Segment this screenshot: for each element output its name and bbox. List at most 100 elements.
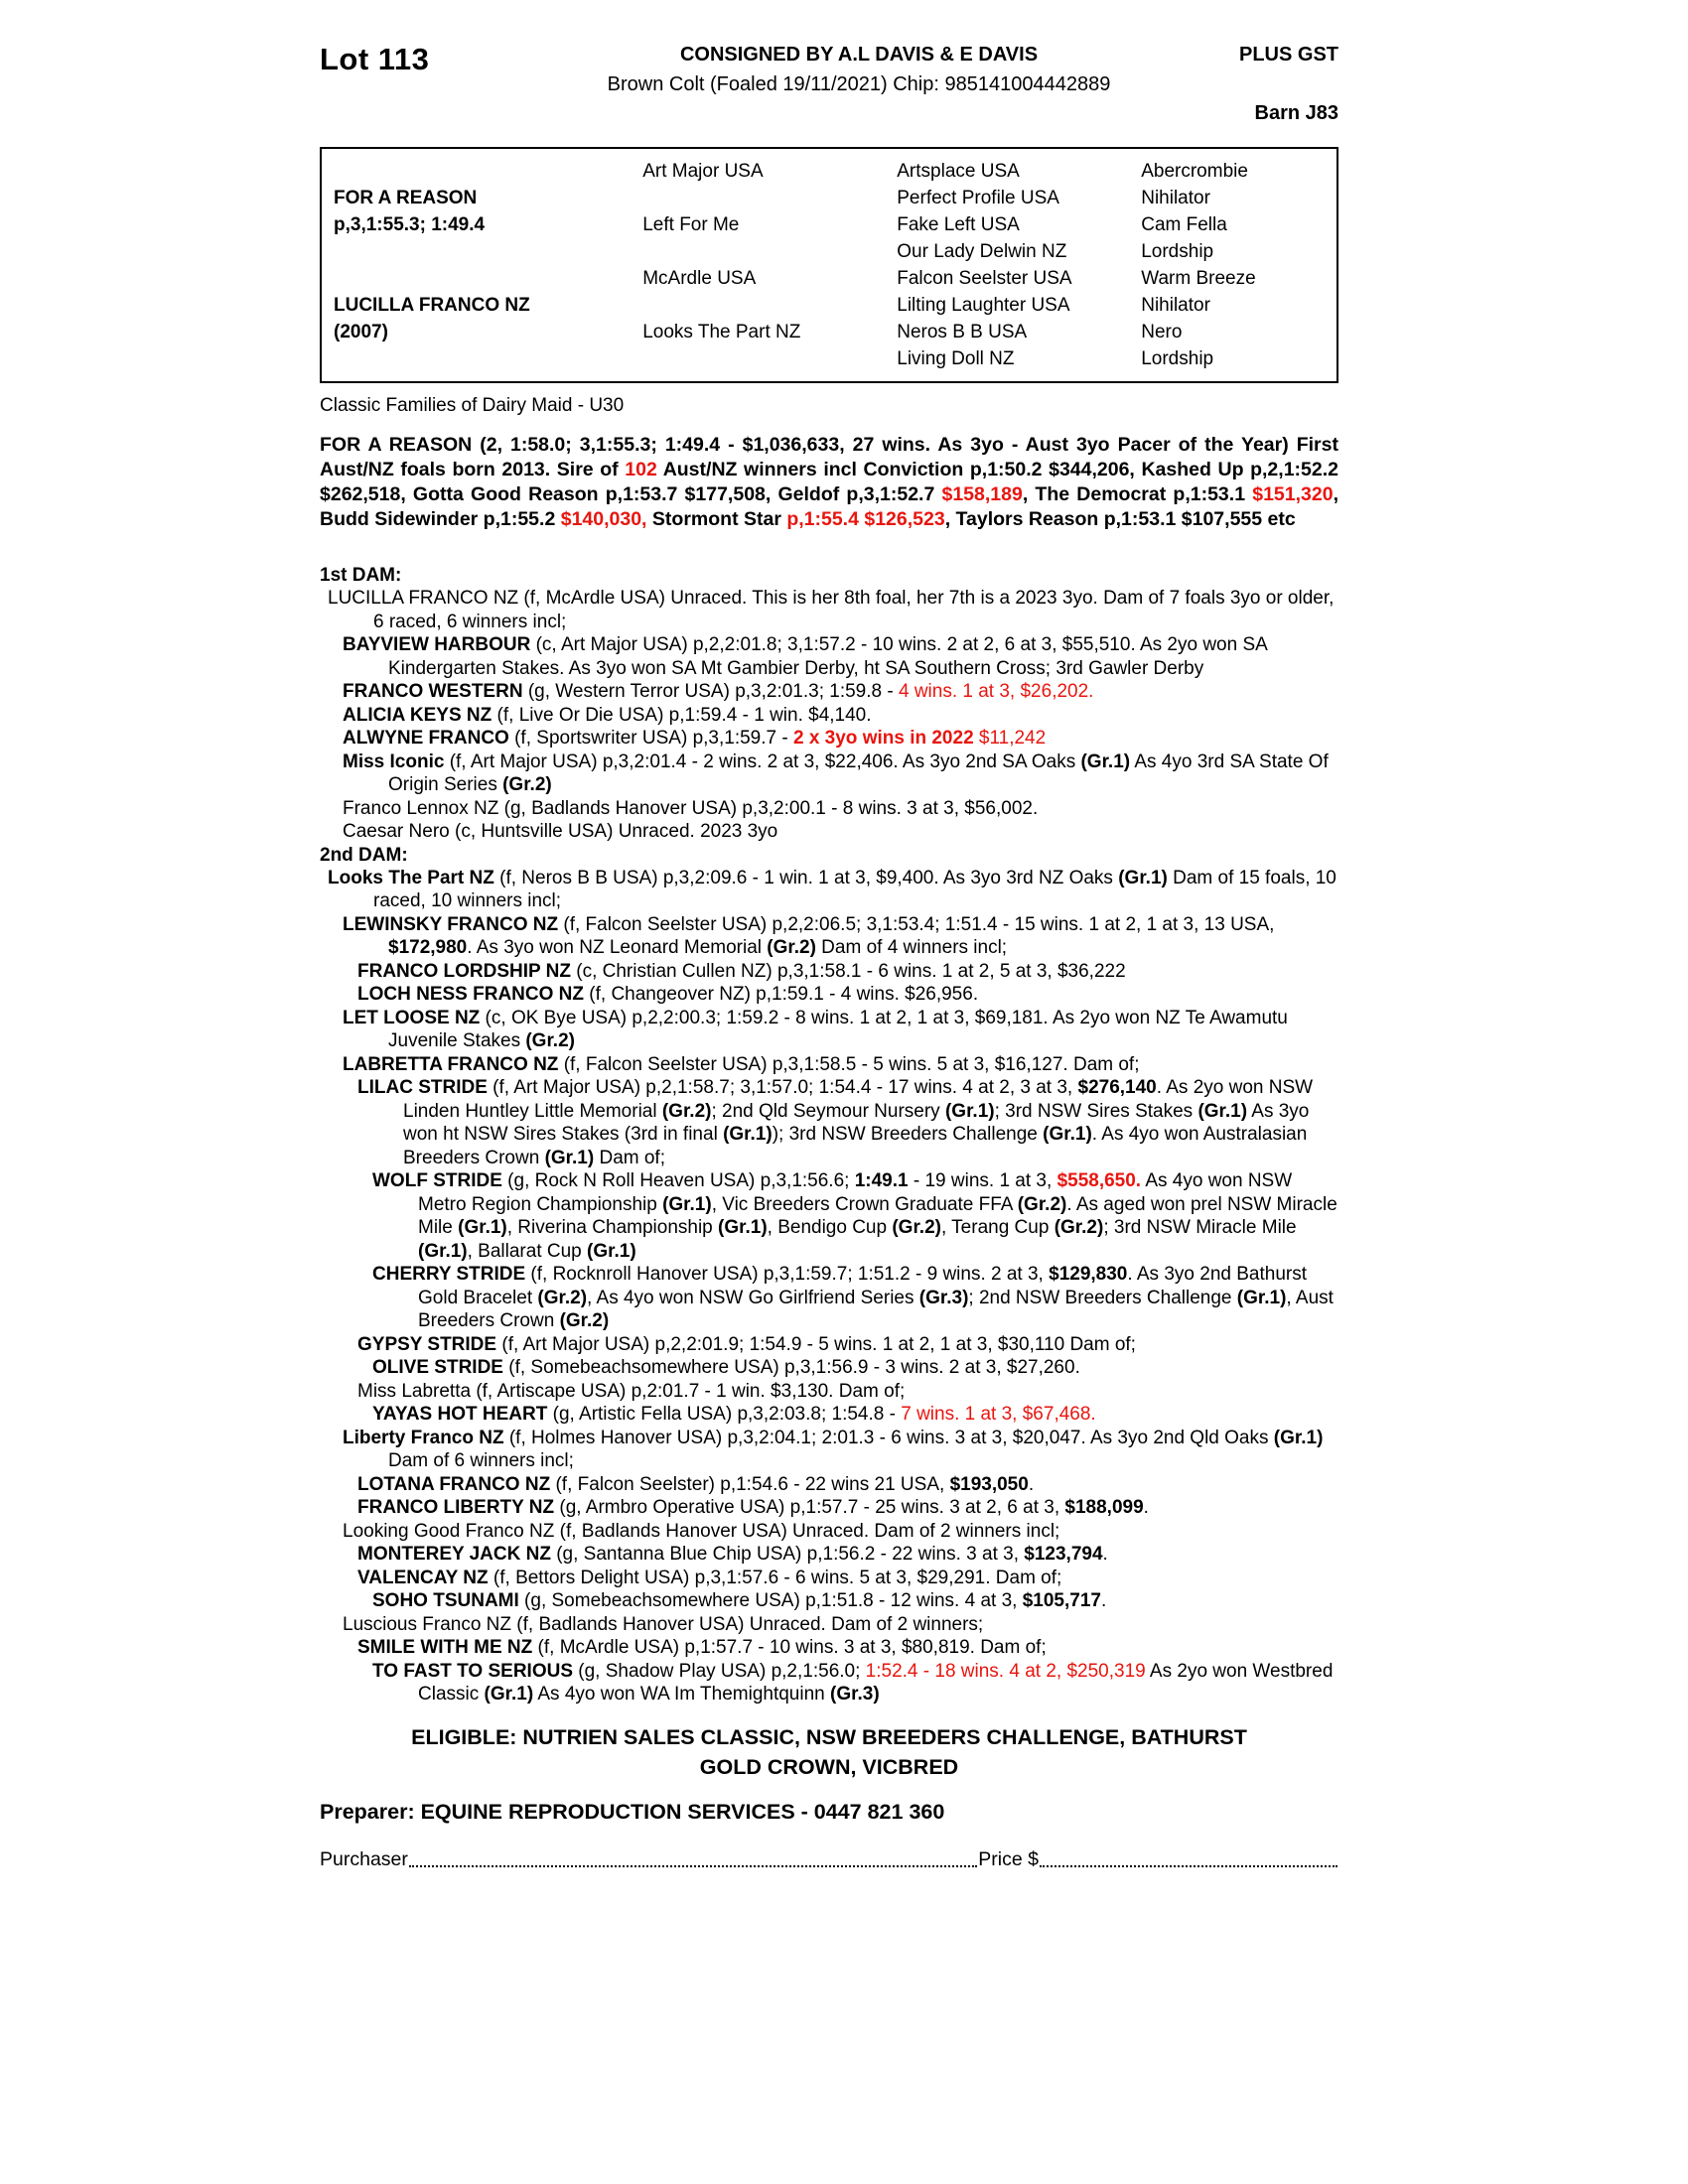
pedigree-entry: Luscious Franco NZ (f, Badlands Hanover … <box>320 1613 1338 1637</box>
text-run: (g, Santanna Blue Chip USA) p,1:56.2 - 2… <box>550 1544 1025 1565</box>
text-run: (g, Somebeachsomewhere USA) p,1:51.8 - 1… <box>518 1590 1023 1611</box>
pedigree-entry: CHERRY STRIDE (f, Rocknroll Hanover USA)… <box>320 1263 1338 1333</box>
text-run: $11,242 <box>973 728 1047 749</box>
text-run: LOCH NESS FRANCO NZ <box>357 984 584 1005</box>
pedigree-entry: TO FAST TO SERIOUS (g, Shadow Play USA) … <box>320 1660 1338 1706</box>
text-run: Miss Labretta (f, Artiscape USA) p,2:01.… <box>357 1380 906 1402</box>
pedigree-entry: LOCH NESS FRANCO NZ (f, Changeover NZ) p… <box>320 983 1338 1007</box>
text-run: . As 3yo won NZ Leonard Memorial <box>467 937 768 958</box>
text-run: Dam of 6 winners incl; <box>388 1450 574 1471</box>
text-run: (f, Bettors Delight USA) p,3,1:57.6 - 6 … <box>488 1567 1062 1588</box>
pedigree-entry: ALWYNE FRANCO (f, Sportswriter USA) p,3,… <box>320 727 1338 751</box>
text-run: 1:52.4 - 18 wins. 4 at 2, $250,319 <box>865 1660 1146 1682</box>
text-run: TO FAST TO SERIOUS <box>372 1660 573 1682</box>
eligibility-note: ELIGIBLE: NUTRIEN SALES CLASSIC, NSW BRE… <box>320 1722 1338 1782</box>
text-run: As 2yo won Westbred Classic <box>418 1660 1334 1706</box>
text-run: (Gr.1) <box>662 1193 712 1215</box>
text-run: - 19 wins. 1 at 3, <box>908 1170 1057 1191</box>
text-run: , Riverina Championship <box>506 1217 719 1238</box>
horse-name-cell <box>334 345 642 372</box>
text-run: SOHO TSUNAMI <box>372 1590 519 1611</box>
text-run: (c, Art Major USA) p,2,2:01.8; 3,1:57.2 … <box>388 634 1267 679</box>
text-run: WOLF STRIDE <box>372 1170 502 1191</box>
pedigree-entry: FRANCO LORDSHIP NZ (c, Christian Cullen … <box>320 960 1338 984</box>
pedigree-entry: MONTEREY JACK NZ (g, Santanna Blue Chip … <box>320 1543 1338 1567</box>
ancestor-cell: Abercrombie <box>1141 161 1248 182</box>
ancestor-cell: Artsplace USA <box>897 161 1020 182</box>
text-run: 7 wins. 1 at 3, $67,468. <box>901 1404 1096 1425</box>
text-run: (g, Western Terror USA) p,3,2:01.3; 1:59… <box>522 681 899 702</box>
text-run: Looking Good Franco NZ (f, Badlands Hano… <box>343 1520 1060 1542</box>
text-run: , The Democrat p,1:53.1 <box>1022 483 1253 505</box>
ancestor-cell: Looks The Part NZ <box>642 322 801 342</box>
text-run: (Gr.1) <box>1197 1100 1248 1122</box>
text-run: SMILE WITH ME NZ <box>357 1637 533 1658</box>
text-run: Dam of; <box>594 1147 665 1168</box>
text-run: (f, McArdle USA) p,1:57.7 - 10 wins. 3 a… <box>532 1637 1047 1658</box>
text-run: 4 wins. 1 at 3, $26,202. <box>898 681 1094 702</box>
text-run: . <box>1028 1473 1035 1495</box>
pedigree-entry: LET LOOSE NZ (c, OK Bye USA) p,2,2:00.3;… <box>320 1007 1338 1053</box>
text-run: . As 4yo won Australasian Breeders Crown <box>403 1124 1308 1168</box>
pedigree-entry: SOHO TSUNAMI (g, Somebeachsomewhere USA)… <box>320 1589 1338 1613</box>
text-run: OLIVE STRIDE <box>372 1357 503 1378</box>
purchaser-label: Purchaser <box>320 1847 408 1870</box>
preparer-line: Preparer: EQUINE REPRODUCTION SERVICES -… <box>320 1799 945 1824</box>
text-run: FRANCO WESTERN <box>343 681 523 702</box>
text-run: (g, Artistic Fella USA) p,3,2:03.8; 1:54… <box>547 1404 902 1425</box>
pedigree-entry: Caesar Nero (c, Huntsville USA) Unraced.… <box>320 820 1338 844</box>
ancestor-cell: Living Doll NZ <box>897 348 1015 369</box>
ancestor-cell: Perfect Profile USA <box>897 188 1059 208</box>
text-run: (Gr.2) <box>502 774 552 795</box>
text-run: (Gr.1) <box>1118 867 1168 888</box>
pedigree-entry: Looks The Part NZ (f, Neros B B USA) p,3… <box>320 867 1338 913</box>
pedigree-entry: Looking Good Franco NZ (f, Badlands Hano… <box>320 1520 1338 1544</box>
text-run: (f, Changeover NZ) p,1:59.1 - 4 wins. $2… <box>584 984 979 1005</box>
text-run: (f, Falcon Seelster USA) p,2,2:06.5; 3,1… <box>558 913 1275 935</box>
text-run: . <box>1102 1544 1108 1565</box>
text-run: As 4yo won WA Im Themightquinn <box>533 1684 831 1705</box>
horse-name-cell <box>334 238 642 265</box>
text-run: (f, Rocknroll Hanover USA) p,3,1:59.7; 1… <box>525 1264 1050 1285</box>
text-run: . As 3yo 2nd Bathurst Gold Bracelet <box>418 1264 1307 1308</box>
purchaser-signature-line: Purchaser Price $ <box>320 1848 1338 1871</box>
text-run: (Gr.1) <box>458 1217 507 1238</box>
text-run: Franco Lennox NZ (g, Badlands Hanover US… <box>343 797 1039 819</box>
text-run: (Gr.1) <box>1080 751 1131 772</box>
text-run: BAYVIEW HARBOUR <box>343 634 531 655</box>
plus-gst-label: PLUS GST <box>1238 44 1338 66</box>
text-run: $276,140 <box>1077 1077 1157 1098</box>
text-run: (f, Somebeachsomewhere USA) p,3,1:56.9 -… <box>502 1357 1080 1378</box>
text-run: MONTEREY JACK NZ <box>357 1544 551 1565</box>
page-header: Lot 113 CONSIGNED BY A.L DAVIS & E DAVIS… <box>320 42 1338 125</box>
text-run: (Gr.2) <box>1017 1193 1067 1215</box>
text-run: (f, Art Major USA) p,2,1:58.7; 3,1:57.0;… <box>487 1077 1078 1098</box>
text-run: (f, Sportswriter USA) p,3,1:59.7 - <box>508 728 793 749</box>
text-run: (Gr.2) <box>1054 1217 1104 1238</box>
foaling-line: Brown Colt (Foaled 19/11/2021) Chip: 985… <box>607 73 1111 95</box>
text-run: 102 <box>625 459 657 480</box>
pedigree-entry: FRANCO LIBERTY NZ (g, Armbro Operative U… <box>320 1496 1338 1520</box>
text-run: Caesar Nero (c, Huntsville USA) Unraced.… <box>343 821 778 842</box>
pedigree-entry: FRANCO WESTERN (g, Western Terror USA) p… <box>320 680 1338 704</box>
text-run: (Gr.1) <box>723 1124 773 1145</box>
lot-number: Lot 113 <box>320 42 430 76</box>
text-run: (c, Christian Cullen NZ) p,3,1:58.1 - 6 … <box>570 960 1126 982</box>
pedigree-entry: SMILE WITH ME NZ (f, McArdle USA) p,1:57… <box>320 1636 1338 1660</box>
text-run: YAYAS HOT HEART <box>372 1404 548 1425</box>
text-run: LILAC STRIDE <box>357 1077 488 1098</box>
text-run: (f, Holmes Hanover USA) p,3,2:04.1; 2:01… <box>503 1427 1274 1448</box>
text-run: (Gr.1) <box>1236 1287 1287 1308</box>
text-run: , Aust Breeders Crown <box>418 1287 1334 1332</box>
text-run: $172,980 <box>388 937 468 958</box>
text-run: ; 2nd NSW Breeders Challenge <box>968 1287 1237 1308</box>
text-run: FRANCO LIBERTY NZ <box>357 1497 555 1518</box>
text-run: LUCILLA FRANCO NZ (f, McArdle USA) Unrac… <box>328 588 1335 632</box>
text-run: (Gr.1) <box>484 1684 534 1705</box>
dam2-entries: Looks The Part NZ (f, Neros B B USA) p,3… <box>320 867 1338 1706</box>
pedigree-entry: Liberty Franco NZ (f, Holmes Hanover USA… <box>320 1427 1338 1473</box>
text-run: $188,099 <box>1064 1497 1144 1518</box>
text-run: ; 3rd NSW Miracle Mile <box>1103 1217 1297 1238</box>
text-run: , Bendigo Cup <box>767 1217 893 1238</box>
